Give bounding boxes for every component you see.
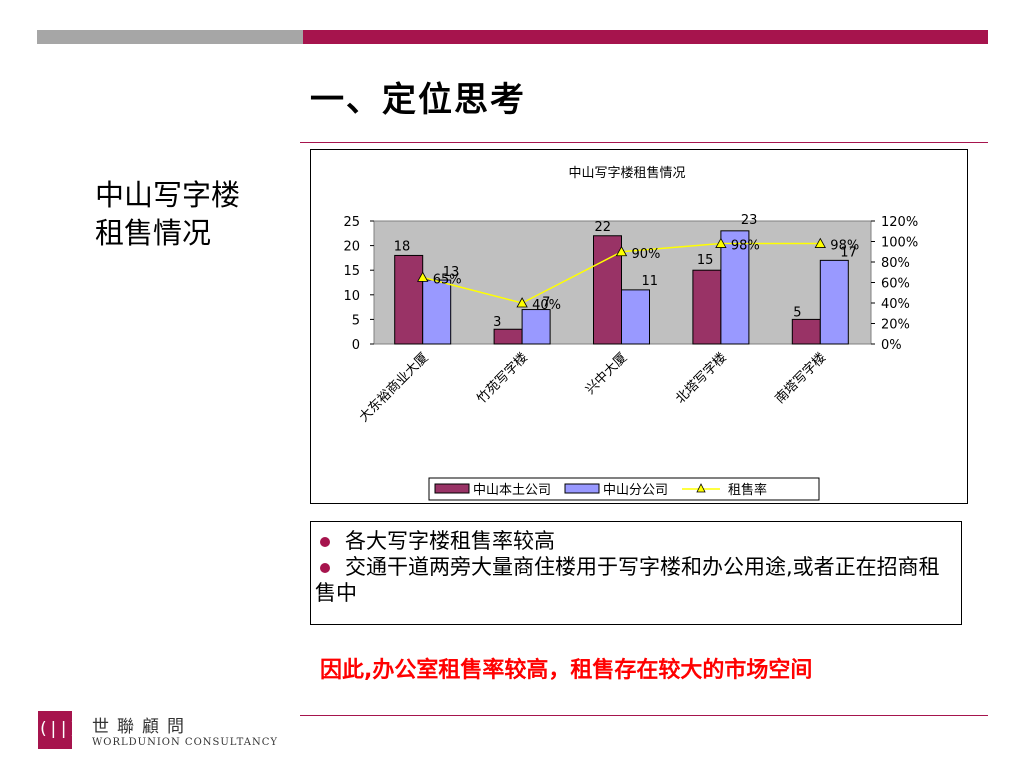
side-label-line1: 中山写字楼	[95, 178, 241, 212]
legend-rate-marker	[696, 483, 706, 493]
rate-marker	[417, 271, 429, 282]
bullet-dot-icon	[320, 537, 330, 547]
category-label: 大东裕商业大厦	[357, 350, 432, 425]
category-label: 南塔写字楼	[772, 350, 829, 407]
bar-value-label: 5	[793, 305, 801, 320]
legend-swatch-local	[434, 483, 470, 494]
chart-legend	[428, 477, 820, 501]
left-tick-label: 0	[352, 338, 360, 353]
logo-english-name: WORLDUNION CONSULTANCY	[92, 737, 278, 748]
right-tick-label: 20%	[881, 318, 910, 333]
bar-branch	[720, 230, 750, 345]
rate-value-label: 40%	[532, 298, 561, 313]
left-tick-label: 15	[343, 264, 360, 279]
chart-title: 中山写字楼租售情况	[568, 165, 685, 181]
bar-value-label: 3	[493, 315, 501, 330]
left-tick-label: 10	[343, 289, 360, 304]
rate-value-label: 98%	[830, 239, 859, 254]
bullet-dot-icon	[320, 563, 330, 573]
side-label-line2: 租售情况	[95, 216, 212, 250]
legend-label: 中山本土公司	[473, 483, 551, 498]
rate-value-label: 90%	[632, 247, 661, 262]
logo-chinese-name: 世聯顧問	[92, 717, 192, 737]
bar-local	[493, 328, 523, 345]
bar-value-label: 11	[642, 274, 659, 289]
title-divider	[300, 142, 988, 143]
legend-label: 租售率	[728, 482, 767, 498]
bullet-item-1: 各大写字楼租售率较高	[315, 528, 957, 554]
bar-value-label: 7	[542, 296, 550, 311]
left-tick-label: 20	[343, 240, 360, 255]
rate-value-label: 98%	[731, 239, 760, 254]
legend-label: 中山分公司	[603, 483, 668, 498]
bullet-item-2: 交通干道两旁大量商住楼用于写字楼和办公用途,或者正在招商租售中	[315, 554, 957, 606]
bar-local	[791, 318, 821, 345]
rate-marker	[715, 237, 727, 248]
left-tick-label: 25	[343, 215, 360, 230]
category-label: 北塔写字楼	[673, 350, 730, 407]
legend-swatch-branch	[564, 483, 600, 494]
bar-local	[394, 254, 424, 345]
chart-frame: 中山写字楼租售情况 0 5 10 15 20 25 0% 20% 40% 60% 80% 100% 120…	[310, 149, 968, 504]
worldunion-logo-icon: (||)	[38, 711, 79, 749]
bar-value-label: 23	[741, 213, 758, 228]
bar-local	[692, 269, 722, 345]
rental-chart: 中山写字楼租售情况 0 5 10 15 20 25 0% 20% 40% 60% 80% 100% 120…	[343, 165, 918, 501]
footer-divider	[300, 715, 988, 716]
header-gray-bar	[37, 30, 303, 44]
right-tick-label: 60%	[881, 277, 910, 292]
left-tick-label: 5	[352, 313, 360, 328]
right-tick-label: 40%	[881, 297, 910, 312]
right-tick-label: 0%	[881, 338, 902, 353]
right-tick-label: 100%	[881, 236, 918, 251]
bar-value-label: 15	[697, 253, 714, 268]
right-tick-label: 80%	[881, 256, 910, 271]
category-label: 竹苑写字楼	[474, 350, 531, 407]
category-label: 兴中大厦	[583, 350, 630, 397]
right-tick-label: 120%	[881, 215, 918, 230]
bar-branch	[621, 289, 650, 345]
rate-marker	[516, 297, 528, 308]
header-accent-bar	[303, 30, 988, 44]
bar-value-label: 17	[840, 245, 857, 260]
slide-title: 一、定位思考	[310, 80, 526, 120]
bar-value-label: 13	[443, 265, 460, 280]
bar-local	[593, 235, 622, 345]
rate-marker	[615, 245, 628, 257]
bullet-box: 各大写字楼租售率较高 交通干道两旁大量商住楼用于写字楼和办公用途,或者正在招商租…	[310, 521, 962, 625]
conclusion-text: 因此,办公室租售率较高，租售存在较大的市场空间	[320, 658, 813, 683]
rate-marker	[814, 237, 826, 248]
bullet-text-1: 各大写字楼租售率较高	[345, 529, 555, 553]
bar-branch	[422, 279, 452, 345]
bar-value-label: 18	[394, 239, 411, 254]
bar-branch	[521, 309, 551, 345]
bullet-text-2: 交通干道两旁大量商住楼用于写字楼和办公用途,或者正在招商租售中	[315, 555, 940, 605]
side-label: 中山写字楼 租售情况	[95, 176, 275, 252]
rate-value-label: 65%	[433, 272, 462, 287]
bar-value-label: 22	[595, 220, 612, 235]
bar-branch	[819, 259, 849, 345]
